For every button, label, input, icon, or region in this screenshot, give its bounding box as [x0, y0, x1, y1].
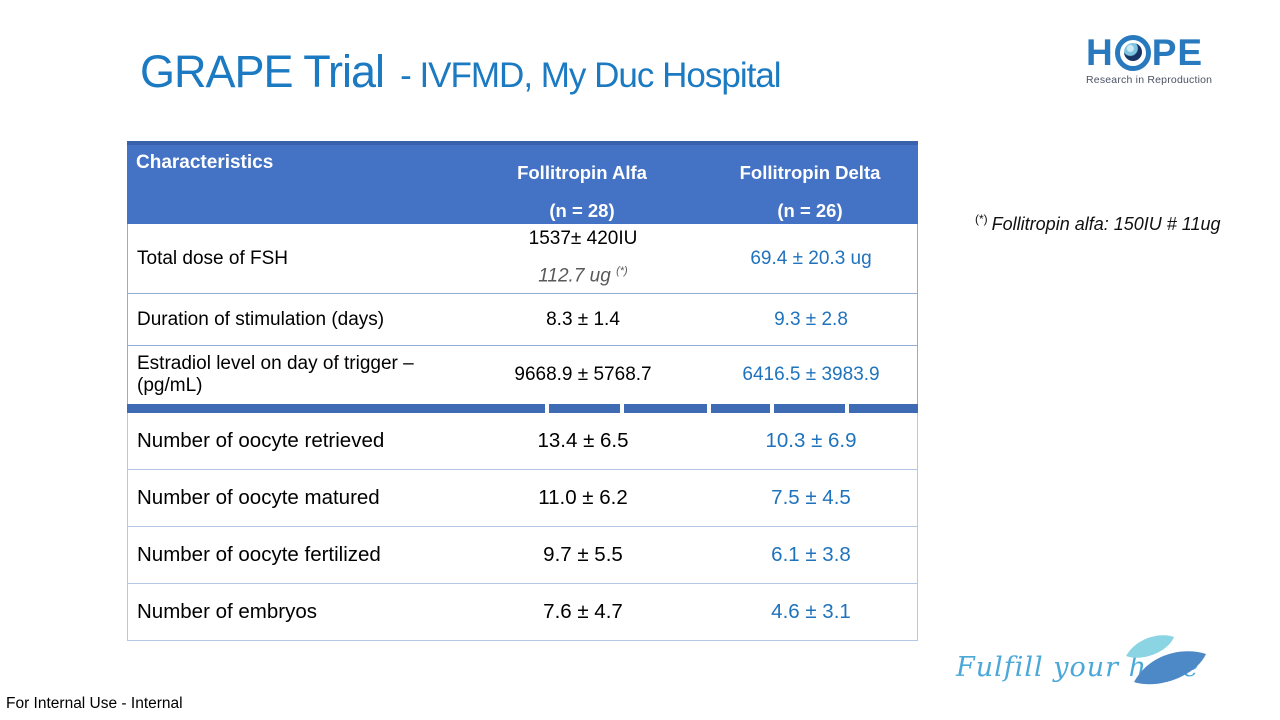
cell-alfa: 1537± 420IU 112.7 ug (*) — [463, 224, 703, 293]
cell-alfa: 13.4 ± 6.5 — [537, 429, 629, 452]
cell-delta: 6416.5 ± 3983.9 — [742, 364, 880, 385]
hope-logo-letter-h: H — [1086, 32, 1114, 73]
col-header-follitropin-delta: Follitropin Delta (n = 26) — [702, 145, 918, 224]
slide-title-main: GRAPE Trial — [140, 46, 385, 97]
cell-alfa-dose-ug: 112.7 ug (*) — [538, 264, 628, 286]
table-row: Estradiol level on day of trigger – (pg/… — [127, 346, 918, 404]
hope-logo-letters-pe: PE — [1151, 32, 1204, 73]
table-header-row: Characteristics Follitropin Alfa (n = 28… — [127, 141, 918, 224]
clipped-glyph-notch — [544, 404, 549, 413]
hope-logo-wordmark: H PE — [1086, 34, 1216, 71]
table-row: Total dose of FSH 1537± 420IU 112.7 ug (… — [127, 224, 918, 294]
cell-alfa: 9668.9 ± 5768.7 — [514, 364, 652, 385]
clipped-glyph-notch — [706, 404, 711, 413]
clipped-glyph-notch — [619, 404, 624, 413]
col-header-delta-n: (n = 26) — [777, 200, 843, 221]
cell-footnote-marker: (*) — [616, 264, 628, 277]
characteristics-table: Characteristics Follitropin Alfa (n = 28… — [127, 141, 918, 641]
cell-alfa: 8.3 ± 1.4 — [546, 308, 620, 330]
row-label: Number of oocyte retrieved — [137, 429, 385, 452]
cell-delta: 10.3 ± 6.9 — [765, 429, 857, 452]
clipped-glyph-notch — [845, 404, 850, 413]
hope-logo-tagline: Research in Reproduction — [1086, 74, 1213, 86]
row-label: Number of oocyte fertilized — [137, 543, 381, 566]
table-row: Number of embryos 7.6 ± 4.7 4.6 ± 3.1 — [127, 584, 918, 641]
eye-icon — [1114, 34, 1151, 71]
table-row: Duration of stimulation (days) 8.3 ± 1.4… — [127, 294, 918, 346]
row-label: Number of oocyte matured — [137, 486, 380, 509]
footnote-marker: (*) — [975, 212, 988, 226]
footnote: (*) Follitropin alfa: 150IU # 11ug — [975, 212, 1220, 235]
col-header-follitropin-alfa: Follitropin Alfa (n = 28) — [462, 145, 702, 224]
table-row: Number of oocyte matured 11.0 ± 6.2 7.5 … — [127, 470, 918, 527]
row-label: Estradiol level on day of trigger – (pg/… — [137, 353, 414, 396]
col-header-characteristics: Characteristics — [136, 152, 274, 173]
table-divider-bar — [127, 404, 918, 413]
classification-label: For Internal Use - Internal — [6, 695, 183, 712]
cell-delta: 4.6 ± 3.1 — [771, 600, 851, 623]
footnote-text: Follitropin alfa: 150IU # 11ug — [991, 214, 1221, 234]
hope-logo: H PE Research in Reproduction — [1086, 34, 1216, 86]
row-label: Total dose of FSH — [137, 247, 289, 269]
slide-title: GRAPE Trial - IVFMD, My Duc Hospital — [140, 46, 782, 98]
row-label: Duration of stimulation (days) — [137, 308, 385, 330]
cell-delta: 9.3 ± 2.8 — [774, 308, 848, 330]
cell-alfa: 9.7 ± 5.5 — [543, 543, 623, 566]
cell-delta: 6.1 ± 3.8 — [771, 543, 851, 566]
cell-alfa-dose-iu: 1537± 420IU — [528, 228, 638, 249]
slide-title-sub: - IVFMD, My Duc Hospital — [400, 56, 781, 95]
cell-delta: 69.4 ± 20.3 ug — [750, 247, 872, 269]
cell-delta: 7.5 ± 4.5 — [771, 486, 851, 509]
col-header-delta-name: Follitropin Delta — [739, 162, 881, 183]
col-header-alfa-n: (n = 28) — [549, 200, 615, 221]
cell-alfa: 11.0 ± 6.2 — [538, 486, 628, 509]
table-row: Number of oocyte retrieved 13.4 ± 6.5 10… — [127, 413, 918, 470]
table-row: Number of oocyte fertilized 9.7 ± 5.5 6.… — [127, 527, 918, 584]
eye-pupil-icon — [1123, 42, 1142, 61]
leaf-logo-icon — [1126, 635, 1206, 685]
row-label: Number of embryos — [137, 600, 318, 623]
cell-alfa: 7.6 ± 4.7 — [543, 600, 623, 623]
clipped-glyph-notch — [770, 404, 775, 413]
col-header-alfa-name: Follitropin Alfa — [517, 162, 647, 183]
